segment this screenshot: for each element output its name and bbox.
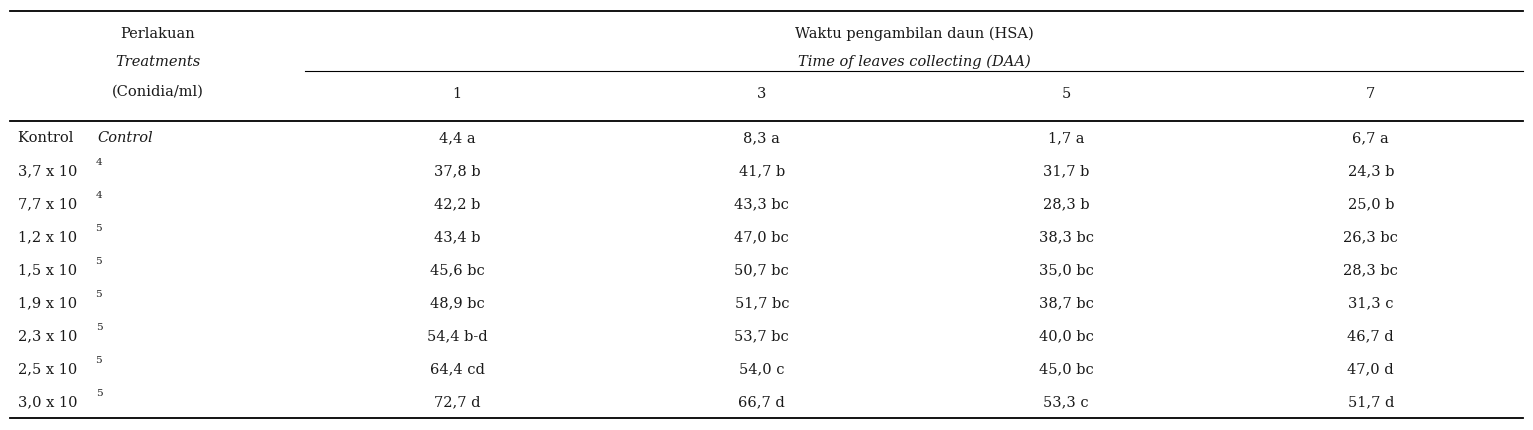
Text: 38,7 bc: 38,7 bc — [1039, 296, 1093, 310]
Text: Kontrol: Kontrol — [18, 131, 78, 145]
Text: 5: 5 — [95, 322, 103, 331]
Text: 1,2 x 10: 1,2 x 10 — [18, 230, 77, 244]
Text: 1,7 a: 1,7 a — [1049, 131, 1084, 145]
Text: 72,7 d: 72,7 d — [434, 395, 480, 408]
Text: 26,3 bc: 26,3 bc — [1343, 230, 1398, 244]
Text: 46,7 d: 46,7 d — [1348, 329, 1393, 343]
Text: 64,4 cd: 64,4 cd — [429, 362, 484, 376]
Text: 53,3 c: 53,3 c — [1044, 395, 1088, 408]
Text: 2,3 x 10: 2,3 x 10 — [18, 329, 77, 343]
Text: 47,0 d: 47,0 d — [1348, 362, 1393, 376]
Text: 1,5 x 10: 1,5 x 10 — [18, 263, 77, 277]
Text: 5: 5 — [1062, 87, 1072, 101]
Text: 47,0 bc: 47,0 bc — [734, 230, 789, 244]
Text: 54,4 b-d: 54,4 b-d — [428, 329, 487, 343]
Text: 40,0 bc: 40,0 bc — [1039, 329, 1093, 343]
Text: 38,3 bc: 38,3 bc — [1039, 230, 1093, 244]
Text: 1,9 x 10: 1,9 x 10 — [18, 296, 77, 310]
Text: 53,7 bc: 53,7 bc — [734, 329, 789, 343]
Text: 41,7 b: 41,7 b — [739, 164, 785, 178]
Text: 66,7 d: 66,7 d — [739, 395, 785, 408]
Text: Perlakuan: Perlakuan — [120, 27, 195, 41]
Text: Control: Control — [98, 131, 153, 145]
Text: 45,0 bc: 45,0 bc — [1039, 362, 1093, 376]
Text: 4: 4 — [95, 157, 103, 166]
Text: 51,7 bc: 51,7 bc — [734, 296, 789, 310]
Text: 4,4 a: 4,4 a — [438, 131, 475, 145]
Text: 25,0 b: 25,0 b — [1348, 197, 1393, 211]
Text: 5: 5 — [95, 289, 101, 298]
Text: 45,6 bc: 45,6 bc — [429, 263, 484, 277]
Text: 43,3 bc: 43,3 bc — [734, 197, 789, 211]
Text: 28,3 b: 28,3 b — [1042, 197, 1090, 211]
Text: 24,3 b: 24,3 b — [1348, 164, 1393, 178]
Text: 51,7 d: 51,7 d — [1348, 395, 1393, 408]
Text: 5: 5 — [95, 223, 101, 232]
Text: 2,5 x 10: 2,5 x 10 — [18, 362, 77, 376]
Text: (Conidia/ml): (Conidia/ml) — [112, 85, 204, 99]
Text: Treatments: Treatments — [115, 55, 201, 69]
Text: 3,7 x 10: 3,7 x 10 — [18, 164, 77, 178]
Text: 1: 1 — [452, 87, 461, 101]
Text: 31,7 b: 31,7 b — [1042, 164, 1090, 178]
Text: 5: 5 — [95, 256, 101, 265]
Text: 7: 7 — [1366, 87, 1375, 101]
Text: 31,3 c: 31,3 c — [1348, 296, 1393, 310]
Text: 5: 5 — [95, 355, 103, 364]
Text: 4: 4 — [95, 190, 103, 199]
Text: 3,0 x 10: 3,0 x 10 — [18, 395, 78, 408]
Text: 37,8 b: 37,8 b — [434, 164, 480, 178]
Text: 6,7 a: 6,7 a — [1352, 131, 1389, 145]
Text: 3: 3 — [757, 87, 766, 101]
Text: Time of leaves collecting (DAA): Time of leaves collecting (DAA) — [797, 55, 1030, 69]
Text: 54,0 c: 54,0 c — [739, 362, 785, 376]
Text: 28,3 bc: 28,3 bc — [1343, 263, 1398, 277]
Text: 42,2 b: 42,2 b — [434, 197, 480, 211]
Text: 48,9 bc: 48,9 bc — [429, 296, 484, 310]
Text: 5: 5 — [95, 388, 103, 397]
Text: 50,7 bc: 50,7 bc — [734, 263, 789, 277]
Text: 7,7 x 10: 7,7 x 10 — [18, 197, 77, 211]
Text: 35,0 bc: 35,0 bc — [1039, 263, 1093, 277]
Text: Waktu pengambilan daun (HSA): Waktu pengambilan daun (HSA) — [794, 27, 1033, 41]
Text: 8,3 a: 8,3 a — [744, 131, 780, 145]
Text: 43,4 b: 43,4 b — [434, 230, 480, 244]
